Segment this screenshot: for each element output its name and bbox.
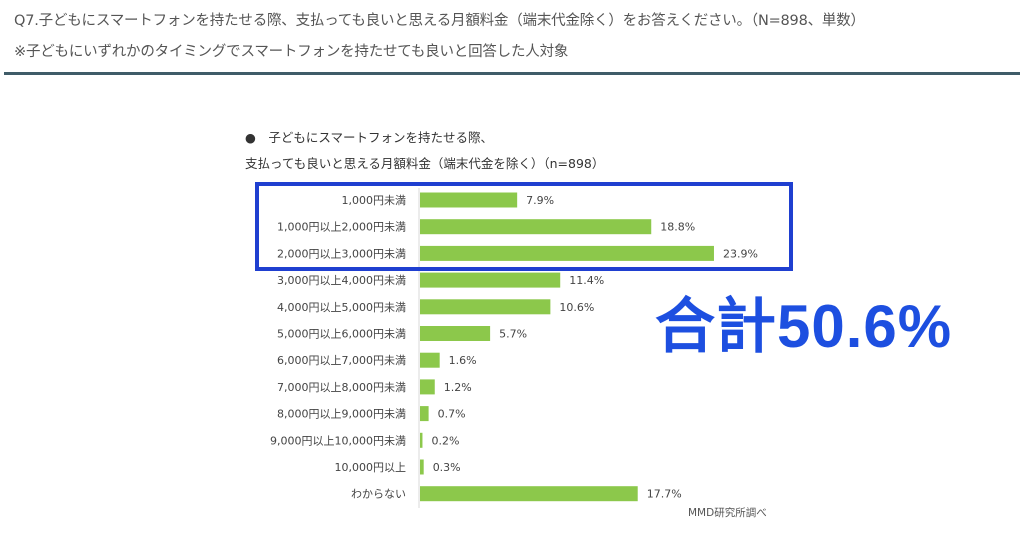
value-label: 1.2% [444, 381, 472, 394]
value-label: 18.8% [660, 221, 695, 234]
value-label: 7.9% [526, 194, 554, 207]
total-annotation: 合計50.6% [655, 293, 953, 360]
bar [420, 486, 638, 502]
category-label: 10,000円以上 [335, 461, 407, 474]
chart-title-line2: 支払っても良いと思える月額料金（端末代金を除く）（n=898） [245, 156, 605, 171]
value-label: 0.7% [438, 408, 466, 421]
question-note: ※子どもにいずれかのタイミングでスマートフォンを持たせても良いと回答した人対象 [14, 44, 569, 60]
category-label: 5,000円以上6,000円未満 [277, 328, 406, 341]
bar [420, 432, 423, 448]
bar [420, 219, 652, 235]
category-label: 8,000円以上9,000円未満 [277, 408, 406, 421]
value-label: 10.6% [559, 301, 594, 314]
category-label: 7,000円以上8,000円未満 [277, 381, 406, 394]
question-text: Q7.子どもにスマートフォンを持たせる際、支払っても良いと思える月額料金（端末代… [14, 13, 865, 29]
category-label: 3,000円以上4,000円未満 [277, 274, 406, 287]
bar [420, 352, 440, 368]
bar [420, 192, 518, 208]
value-label: 11.4% [569, 274, 604, 287]
value-label: 0.2% [431, 434, 459, 447]
header-divider [4, 72, 1020, 75]
bar [420, 245, 714, 261]
bar [420, 379, 435, 395]
bar [420, 406, 429, 422]
category-label: わからない [351, 488, 406, 501]
category-label: 1,000円以上2,000円未満 [277, 221, 406, 234]
highlight-box [255, 182, 793, 271]
category-label: 4,000円以上5,000円未満 [277, 301, 406, 314]
value-label: 0.3% [433, 461, 461, 474]
category-label: 6,000円以上7,000円未満 [277, 354, 406, 367]
source-note: MMD研究所調べ [688, 507, 767, 519]
value-label: 17.7% [647, 488, 682, 501]
bar [420, 459, 424, 475]
value-label: 5.7% [499, 328, 527, 341]
category-label: 2,000円以上3,000円未満 [277, 247, 406, 260]
bar [420, 326, 491, 341]
category-label: 9,000円以上10,000円未満 [270, 434, 406, 447]
value-label: 23.9% [723, 247, 758, 260]
chart-title-line1: ● 子どもにスマートフォンを持たせる際、 [245, 130, 494, 145]
value-label: 1.6% [449, 354, 477, 367]
category-label: 1,000円未満 [342, 194, 407, 207]
bar [420, 272, 561, 288]
bar [420, 299, 551, 315]
